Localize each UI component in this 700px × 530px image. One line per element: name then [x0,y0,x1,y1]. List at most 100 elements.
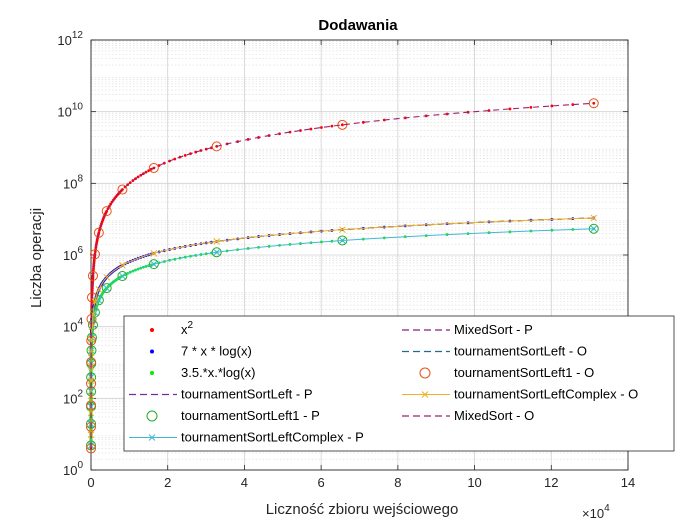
data-marker [88,336,95,343]
data-marker [87,377,95,385]
y-tick-exp: 2 [77,388,83,399]
legend-entry-8: tournamentSortLeft1 - O [419,365,594,380]
y-tick-label: 102 [63,388,83,406]
legend-label-text: tournamentSortLeft - O [454,344,587,359]
legend-label-text: tournamentSortLeft - P [181,387,313,402]
legend-label-text: tournamentSortLeftComplex - O [454,387,638,402]
x-tick-label: 12 [544,475,558,490]
data-marker [339,237,346,244]
legend-entry-3: tournamentSortLeft - P [129,387,313,402]
y-tick-label: 1010 [57,102,83,120]
data-point [320,126,323,129]
legend-label: tournamentSortLeftComplex - P [181,430,364,445]
legend-swatch [146,410,158,422]
x-tick-label: 2 [164,475,171,490]
data-point [529,106,533,109]
data-marker [150,249,158,257]
legend-label: 3.5.*x.*log(x) [181,365,255,380]
y-tick-base: 10 [63,463,77,478]
data-marker [93,227,104,238]
x-exponent-power: 4 [604,503,610,514]
data-point [550,104,554,108]
data-point [361,120,365,124]
x-tick-label: 4 [241,475,248,490]
y-tick-base: 10 [63,391,77,406]
x-axis-label: Liczność zbioru wejściowego [266,501,459,518]
x-tick-label: 10 [467,475,481,490]
legend-label: tournamentSortLeft - P [181,387,313,402]
data-point [109,202,113,206]
data-marker [211,247,222,258]
data-marker [89,249,100,260]
data-marker [590,214,598,222]
data-point [93,250,97,254]
legend-label-text: tournamentSortLeft1 - O [454,365,594,380]
data-point [98,228,101,232]
data-point [508,107,512,111]
legend-swatch [419,367,431,379]
legend-label-text: tournamentSortLeft1 - P [181,408,320,423]
legend-swatch [150,328,154,332]
y-tick-label: 108 [63,173,83,191]
y-tick-label: 104 [63,317,83,335]
legend-entry-6: MixedSort - P [402,322,533,337]
y-tick-exp: 0 [77,460,83,471]
data-marker [101,206,112,217]
data-point [90,289,94,292]
legend-box [123,315,675,452]
x-tick-label: 0 [87,475,94,490]
legend-entry-9: tournamentSortLeftComplex - O [402,387,638,402]
legend-entry-5: tournamentSortLeftComplex - P [129,430,364,445]
y-tick-exp: 6 [77,245,83,256]
data-marker [119,272,126,280]
data-marker [103,273,111,281]
legend-label: 7 * x * log(x) [181,344,252,359]
legend-entry-4: tournamentSortLeft1 - P [146,408,320,423]
legend-entry-1: 7 * x * log(x) [150,344,252,359]
data-point [592,101,596,105]
legend-label: tournamentSortLeft - O [454,344,587,359]
data-point [183,153,187,157]
legend-label-text: MixedSort - O [454,408,534,423]
y-tick-label: 1012 [57,30,83,48]
legend-swatch [150,371,154,375]
y-tick-base: 10 [57,105,71,120]
y-axis-label: Liczba operacji [28,208,45,308]
y-tick-exp: 10 [72,102,84,113]
legend-label: tournamentSortLeftComplex - O [454,387,638,402]
y-tick-base: 10 [63,176,77,191]
x-exponent-label: ×104 [582,503,610,521]
data-marker [213,238,221,245]
data-marker [588,98,599,109]
data-point [309,127,313,131]
data-marker [91,298,99,306]
legend-label: tournamentSortLeft1 - P [181,408,320,423]
data-point [173,157,177,161]
x-exponent-base: ×10 [582,506,604,521]
legend-label-text: tournamentSortLeftComplex - P [181,430,364,445]
data-marker [150,260,158,268]
legend-entry-0: x2 [150,320,194,337]
data-marker [89,310,97,318]
y-tick-exp: 8 [77,173,83,184]
data-point [92,267,95,271]
data-point [299,129,302,132]
data-marker [93,295,104,306]
legend-label: MixedSort - O [454,408,534,423]
data-marker [590,225,598,233]
legend-entry-2: 3.5.*x.*log(x) [150,365,255,380]
legend-entry-10: MixedSort - O [402,408,534,423]
chart-title: Dodawania [318,17,398,34]
y-tick-exp: 4 [77,317,83,328]
data-marker [213,248,221,256]
legend-label: MixedSort - P [454,322,533,337]
legend-label: x2 [181,320,194,337]
x-tick-label: 8 [394,475,401,490]
y-tick-label: 100 [63,460,83,478]
legend-entry-7: tournamentSortLeft - O [402,344,587,359]
legend-label: tournamentSortLeft1 - O [454,365,594,380]
y-tick-base: 10 [63,320,77,335]
y-tick-base: 10 [57,33,71,48]
